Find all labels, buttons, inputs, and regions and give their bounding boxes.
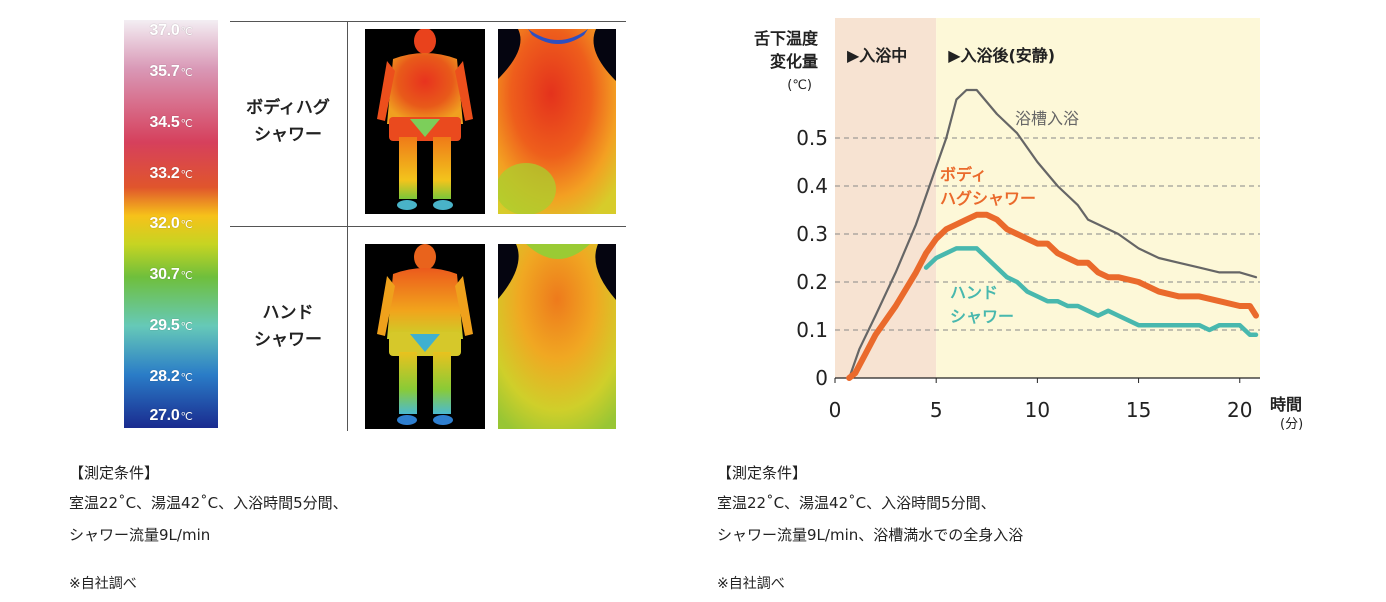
phase-label-0: ▶入浴中 — [847, 46, 907, 65]
x-tick-label-3: 15 — [1126, 398, 1151, 422]
series-line-2 — [923, 246, 1259, 338]
y-tick-label-1: 0.1 — [796, 318, 828, 342]
x-tick-label-0: 0 — [829, 398, 842, 422]
scale-label-1: 35.7℃ — [149, 63, 193, 80]
series-line-1 — [846, 211, 1259, 381]
table-top-rule — [230, 21, 626, 22]
right-conditions-line1: 室温22˚C、湯温42˚C、入浴時間5分間、 — [717, 494, 996, 512]
table-column-divider — [347, 21, 348, 431]
thermal-image-hand-fullbody — [365, 244, 485, 429]
y-tick-label-4: 0.4 — [796, 174, 828, 198]
phase-band-1 — [936, 18, 1260, 378]
temperature-change-chart: ▶入浴中 ▶入浴後(安静) 0 0.1 0.2 0.3 0.4 0.5 0 5 10 15 20 舌下温度… — [754, 18, 1303, 432]
x-tick-label-1: 5 — [930, 398, 943, 422]
scale-label-4: 32.0℃ — [149, 215, 193, 232]
scale-label-0: 37.0℃ — [149, 22, 193, 39]
left-conditions-line1: 室温22˚C、湯温42˚C、入浴時間5分間、 — [69, 494, 348, 512]
scale-label-5: 30.7℃ — [149, 266, 193, 283]
table-middle-rule — [230, 226, 626, 227]
series-line-0 — [848, 88, 1258, 380]
y-tick-label-3: 0.3 — [796, 222, 828, 246]
y-tick-label-2: 0.2 — [796, 270, 828, 294]
right-conditions-line2: シャワー流量9L/min、浴槽満水での全身入浴 — [717, 526, 1024, 544]
scale-label-8: 27.0℃ — [149, 407, 193, 424]
scale-label-2: 34.5℃ — [149, 114, 193, 131]
left-footnote: ※自社調べ — [69, 576, 137, 592]
left-conditions-line2: シャワー流量9L/min — [69, 526, 211, 544]
thermal-image-bodyhug-back — [498, 29, 616, 214]
row-label-bodyhug: ボディハグ シャワー — [246, 98, 330, 145]
phase-label-1: ▶入浴後(安静) — [948, 46, 1055, 65]
series-label-1-line1: ハグシャワー — [940, 189, 1036, 208]
left-conditions-heading: 【測定条件】 — [69, 464, 160, 482]
series-label-0-line0: 浴槽入浴 — [1015, 109, 1079, 128]
y-tick-label-5: 0.5 — [796, 126, 828, 150]
thermal-image-bodyhug-fullbody — [365, 29, 485, 214]
temperature-color-scale: 37.0℃ 35.7℃ 34.5℃ 33.2℃ 32.0℃ 30.7℃ 29.5… — [124, 20, 218, 428]
right-conditions-heading: 【測定条件】 — [717, 464, 808, 482]
series-label-1-line0: ボディ — [940, 165, 987, 184]
series-label-2-line0: ハンド — [950, 283, 998, 302]
thermal-image-hand-back — [498, 244, 616, 429]
scale-label-7: 28.2℃ — [149, 368, 193, 385]
series-label-2-line1: シャワー — [950, 307, 1014, 326]
right-footnote: ※自社調べ — [717, 576, 785, 592]
y-axis-title-line2: 変化量 — [770, 52, 818, 71]
row-label-hand: ハンド シャワー — [254, 303, 322, 350]
y-tick-label-0: 0 — [815, 366, 828, 390]
scale-label-6: 29.5℃ — [149, 317, 193, 334]
y-axis-unit: (℃) — [787, 78, 812, 93]
scale-label-3: 33.2℃ — [149, 165, 193, 182]
x-axis-title: 時間 — [1270, 395, 1302, 414]
x-axis-unit: (分) — [1280, 417, 1303, 432]
y-axis-title-line1: 舌下温度 — [754, 29, 819, 48]
x-tick-label-2: 10 — [1025, 398, 1050, 422]
x-tick-label-4: 20 — [1227, 398, 1252, 422]
